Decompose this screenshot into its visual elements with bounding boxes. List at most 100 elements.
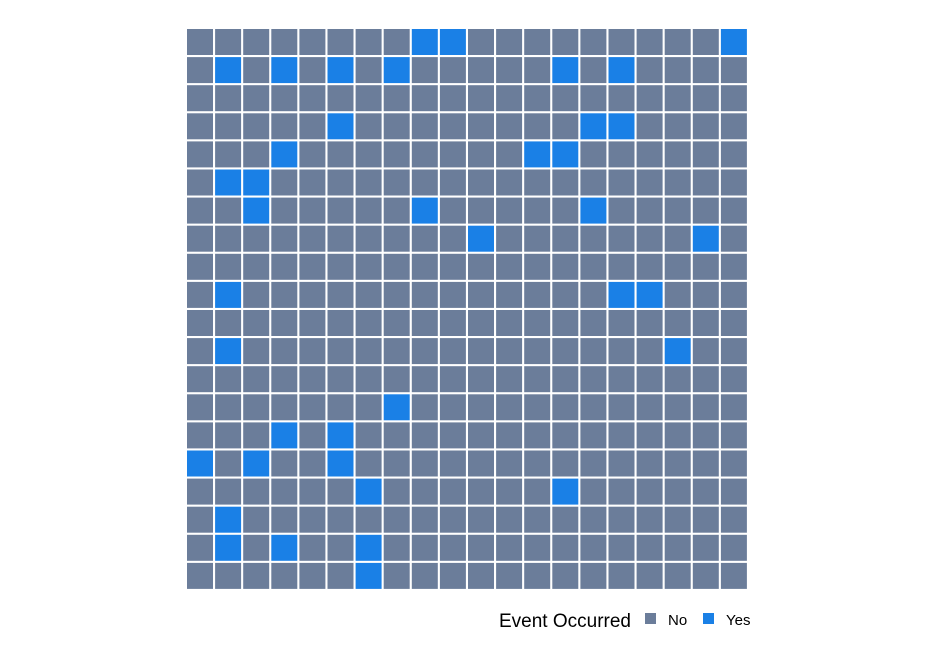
legend: Event Occurred No Yes [499, 611, 750, 632]
tile-r13-c12 [496, 366, 523, 393]
tile-r9-c1 [187, 253, 213, 280]
tile-r1-c14 [552, 29, 579, 55]
tile-r2-c2 [215, 57, 242, 84]
tile-r17-c11 [468, 478, 494, 505]
tile-r20-c8 [383, 562, 410, 589]
tile-r6-c2 [215, 169, 242, 196]
tile-r6-c10 [439, 169, 466, 196]
tile-r9-c8 [383, 253, 410, 280]
tile-r10-c11 [468, 281, 494, 308]
tile-r10-c6 [327, 281, 354, 308]
tile-r19-c2 [215, 534, 242, 561]
tile-r17-c14 [552, 478, 579, 505]
tile-r8-c9 [411, 225, 438, 252]
tile-r1-c12 [496, 29, 523, 55]
tile-r4-c14 [552, 113, 579, 140]
tile-r4-c17 [636, 113, 663, 140]
tile-r15-c13 [524, 422, 551, 449]
tile-r3-c13 [524, 85, 551, 112]
tile-r14-c20 [720, 394, 747, 421]
tile-r13-c20 [720, 366, 747, 393]
tile-r8-c19 [692, 225, 719, 252]
tile-r17-c16 [608, 478, 635, 505]
tile-r5-c14 [552, 141, 579, 168]
tile-r7-c7 [355, 197, 382, 224]
tile-r5-c16 [608, 141, 635, 168]
tile-r19-c10 [439, 534, 466, 561]
tile-r15-c10 [439, 422, 466, 449]
tile-r19-c18 [664, 534, 691, 561]
tile-r19-c17 [636, 534, 663, 561]
tile-r14-c2 [215, 394, 242, 421]
tile-r17-c12 [496, 478, 523, 505]
tile-r2-c5 [299, 57, 326, 84]
tile-r13-c14 [552, 366, 579, 393]
tile-r11-c3 [243, 310, 270, 336]
tile-r15-c20 [720, 422, 747, 449]
tile-r19-c11 [468, 534, 494, 561]
tile-r20-c20 [720, 562, 747, 589]
tile-r1-c9 [411, 29, 438, 55]
tile-r1-c17 [636, 29, 663, 55]
tile-r10-c10 [439, 281, 466, 308]
tile-r11-c20 [720, 310, 747, 336]
tile-r17-c7 [355, 478, 382, 505]
tile-r5-c8 [383, 141, 410, 168]
tile-r13-c5 [299, 366, 326, 393]
tile-r7-c9 [411, 197, 438, 224]
tile-r11-c15 [580, 310, 607, 336]
tile-r6-c1 [187, 169, 213, 196]
tile-r14-c1 [187, 394, 213, 421]
tile-r2-c11 [468, 57, 494, 84]
tile-r15-c4 [271, 422, 298, 449]
tile-r9-c2 [215, 253, 242, 280]
tile-r1-c19 [692, 29, 719, 55]
tile-r19-c5 [299, 534, 326, 561]
tile-r19-c7 [355, 534, 382, 561]
tile-r17-c18 [664, 478, 691, 505]
tile-r12-c2 [215, 338, 242, 365]
tile-r2-c7 [355, 57, 382, 84]
tile-r10-c12 [496, 281, 523, 308]
tile-r18-c18 [664, 506, 691, 533]
tile-r15-c7 [355, 422, 382, 449]
tile-r1-c2 [215, 29, 242, 55]
tile-r9-c9 [411, 253, 438, 280]
tile-r6-c12 [496, 169, 523, 196]
tile-r19-c3 [243, 534, 270, 561]
tile-r12-c13 [524, 338, 551, 365]
tile-r2-c17 [636, 57, 663, 84]
tile-r17-c20 [720, 478, 747, 505]
tile-r12-c7 [355, 338, 382, 365]
tile-r9-c5 [299, 253, 326, 280]
tile-r10-c15 [580, 281, 607, 308]
tile-r2-c4 [271, 57, 298, 84]
tile-r19-c6 [327, 534, 354, 561]
tile-r13-c9 [411, 366, 438, 393]
tile-r5-c1 [187, 141, 213, 168]
legend-title: Event Occurred [499, 611, 631, 632]
tile-r6-c7 [355, 169, 382, 196]
tile-r5-c17 [636, 141, 663, 168]
tile-r19-c8 [383, 534, 410, 561]
tile-r7-c6 [327, 197, 354, 224]
tile-r16-c15 [580, 450, 607, 477]
tile-r9-c19 [692, 253, 719, 280]
tile-r7-c16 [608, 197, 635, 224]
tile-r7-c18 [664, 197, 691, 224]
tile-r14-c15 [580, 394, 607, 421]
tile-r2-c19 [692, 57, 719, 84]
tile-r7-c19 [692, 197, 719, 224]
tile-r9-c18 [664, 253, 691, 280]
tile-r20-c6 [327, 562, 354, 589]
tile-r4-c6 [327, 113, 354, 140]
tile-r10-c5 [299, 281, 326, 308]
tile-r10-c16 [608, 281, 635, 308]
tile-r19-c14 [552, 534, 579, 561]
tile-r6-c13 [524, 169, 551, 196]
tile-r9-c14 [552, 253, 579, 280]
tile-r6-c15 [580, 169, 607, 196]
tile-r7-c15 [580, 197, 607, 224]
tile-r16-c8 [383, 450, 410, 477]
tile-r17-c13 [524, 478, 551, 505]
